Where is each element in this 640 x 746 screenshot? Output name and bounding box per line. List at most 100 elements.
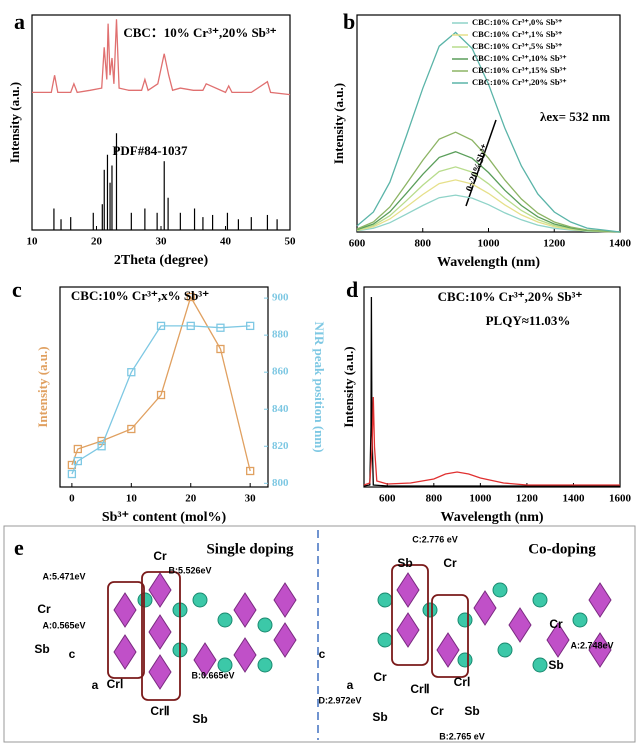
x-axis-title: Sb³⁺ content (mol%)	[102, 510, 227, 525]
marker	[156, 321, 166, 331]
marker	[67, 469, 77, 479]
atom	[457, 612, 473, 628]
panel-label: a	[14, 9, 25, 34]
y-axis-title: Intensity (a.u.)	[341, 346, 356, 427]
series-line	[363, 396, 620, 486]
site-box	[391, 564, 429, 666]
x-tick-label: 10	[126, 493, 138, 505]
series-line	[356, 166, 621, 233]
marker	[246, 321, 255, 331]
y2-tick-label: 820	[272, 440, 289, 452]
atom	[422, 602, 438, 618]
x-tick-label: 600	[379, 493, 396, 505]
panel-label: e	[14, 535, 24, 560]
panel-label: b	[343, 9, 355, 34]
x-tick-label: 800	[426, 493, 443, 505]
octahedron	[148, 654, 172, 690]
y2-tick-label: 860	[272, 366, 289, 378]
octahedron	[233, 637, 257, 673]
structure-label: Sb	[464, 704, 479, 718]
octahedron	[273, 582, 297, 618]
x-tick-label: 1400	[609, 238, 632, 250]
marker	[246, 466, 255, 476]
series-line	[356, 31, 621, 233]
atom	[572, 612, 588, 628]
legend-label: CBC:10% Cr³⁺,1% Sb³⁺	[472, 29, 563, 39]
structure-label: Sb	[548, 658, 563, 672]
panel-e-frame	[3, 525, 636, 743]
octahedron	[113, 634, 137, 670]
panel-label: d	[346, 277, 358, 302]
y2-tick-label: 880	[272, 329, 289, 341]
annotation: 0~20%Sb³⁺	[464, 143, 491, 193]
marker	[97, 436, 106, 446]
x-tick-label: 600	[349, 238, 366, 250]
octahedron	[193, 642, 217, 678]
y2-tick-label: 800	[272, 477, 289, 489]
y2-tick-label: 900	[272, 292, 289, 304]
annotation: PLQY≈11.03%	[486, 313, 571, 328]
x-tick-label: 30	[245, 493, 257, 505]
octahedron	[508, 607, 532, 643]
atom	[257, 657, 273, 673]
atom	[217, 657, 233, 673]
structure-label: c	[69, 647, 76, 661]
structure-label: Cr	[153, 549, 167, 563]
atom	[497, 642, 513, 658]
structure-label: C:2.776 eV	[412, 534, 458, 544]
series-line	[356, 179, 621, 233]
atom	[457, 652, 473, 668]
series-line	[356, 151, 621, 233]
structure-label: B:2.765 eV	[439, 731, 485, 741]
plot-frame	[363, 286, 621, 488]
structure-label: A:5.471eV	[42, 571, 85, 581]
x-tick-label: 1200	[543, 238, 566, 250]
structure-label: Cr	[443, 556, 457, 570]
atom	[377, 632, 393, 648]
x-tick-label: 10	[27, 236, 39, 248]
y2-tick-label: 840	[272, 403, 289, 415]
marker	[186, 321, 195, 331]
plot-frame	[31, 14, 291, 231]
structure-label: CrⅡ	[410, 682, 429, 696]
y2-axis-title: NIR peak position (nm)	[312, 321, 327, 452]
structure-title: Co-doping	[528, 541, 596, 557]
octahedron	[396, 572, 420, 608]
structure-label: CrⅠ	[107, 677, 124, 691]
octahedron	[113, 592, 137, 628]
structure-label: B:0.665eV	[191, 670, 234, 680]
legend-label: CBC:10% Cr³⁺,5% Sb³⁺	[472, 41, 563, 51]
x-tick-label: 1000	[478, 238, 501, 250]
marker	[127, 424, 136, 434]
site-box	[431, 594, 469, 678]
atom	[192, 592, 208, 608]
x-tick-label: 20	[185, 493, 197, 505]
octahedron	[273, 622, 297, 658]
octahedron	[546, 622, 570, 658]
marker	[97, 442, 106, 451]
site-box	[141, 571, 181, 701]
y-axis-title: Intensity (a.u.)	[7, 82, 22, 163]
x-tick-label: 0	[69, 493, 75, 505]
octahedron	[233, 592, 257, 628]
structure-label: B:5.526eV	[168, 565, 211, 575]
marker	[73, 456, 82, 466]
y-axis-title: Intensity (a.u.)	[331, 83, 346, 164]
series-label: CBC：10% Cr³⁺,20% Sb³⁺	[123, 25, 276, 40]
structure-label: CrⅡ	[150, 704, 169, 718]
x-tick-label: 1000	[469, 493, 492, 505]
structure-label: a	[92, 678, 99, 692]
x-tick-label: 800	[415, 238, 432, 250]
x-tick-label: 1400	[562, 493, 585, 505]
marker	[156, 390, 166, 400]
x-tick-label: 1600	[609, 493, 632, 505]
series-line	[356, 131, 621, 233]
atom	[217, 612, 233, 628]
plot-frame	[59, 286, 269, 488]
structure-label: A:2.748eV	[570, 640, 613, 650]
legend-label: CBC:10% Cr³⁺,15% Sb³⁺	[472, 65, 567, 75]
crystal-structure	[107, 564, 612, 701]
panel-label: c	[12, 277, 22, 302]
structure-label: Sb	[34, 642, 49, 656]
